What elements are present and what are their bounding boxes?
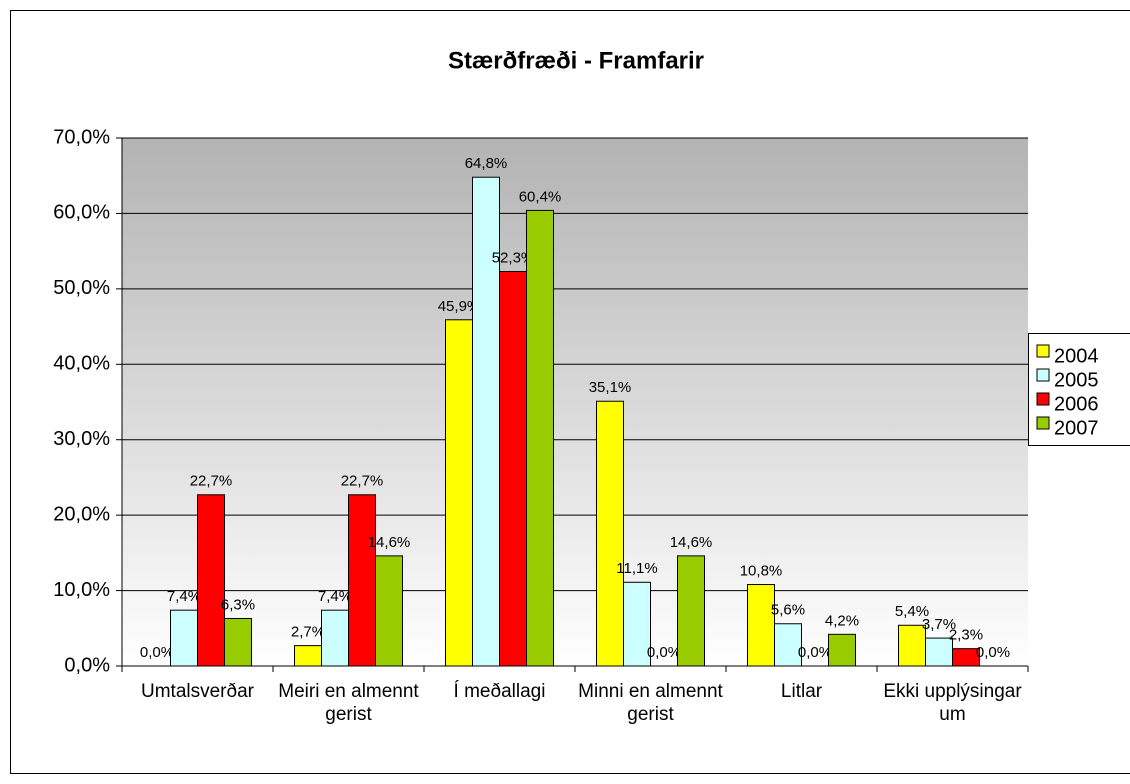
data-label: 5,6% [771, 602, 805, 619]
data-label: 5,4% [895, 603, 929, 620]
legend-swatch [1036, 368, 1050, 382]
plot-area [122, 138, 1028, 666]
bar [472, 176, 500, 667]
y-tick-label: 50,0% [53, 277, 110, 299]
y-tick-label: 20,0% [53, 503, 110, 525]
data-label: 2,3% [949, 627, 983, 644]
data-label: 11,1% [616, 560, 657, 577]
legend-label: 2006 [1054, 393, 1099, 415]
bar [747, 584, 775, 667]
data-label: 14,6% [670, 534, 713, 551]
legend-label: 2005 [1054, 369, 1099, 391]
data-label: 22,7% [190, 473, 233, 490]
legend-swatch [1036, 392, 1050, 406]
bar [774, 623, 802, 667]
legend-label: 2004 [1054, 345, 1099, 367]
bar [348, 494, 376, 667]
data-label: 60,4% [519, 188, 562, 205]
bar [197, 494, 225, 667]
legend-swatch [1036, 344, 1050, 358]
y-tick-label: 10,0% [53, 579, 110, 601]
data-label: 6,3% [221, 596, 255, 613]
x-tick-label: Meiri en almennt gerist [278, 681, 419, 725]
data-label: 7,4% [318, 588, 352, 605]
chart-title: Stærðfræði - Framfarir [448, 47, 704, 74]
data-label: 2,7% [291, 624, 325, 641]
data-label: 0,0% [798, 644, 832, 661]
x-tick-label: Í meðallagi [453, 681, 546, 702]
x-tick-label: Litlar [780, 681, 823, 702]
data-label: 3,7% [922, 616, 956, 633]
data-label: 22,7% [341, 473, 384, 490]
x-tick-label: Umtalsverðar [141, 681, 254, 702]
data-label: 35,1% [589, 379, 632, 396]
bar [170, 609, 198, 667]
data-label: 0,0% [647, 644, 681, 661]
y-tick-label: 40,0% [53, 353, 110, 375]
bar [375, 555, 403, 667]
data-label: 45,9% [438, 298, 481, 315]
legend-swatch [1036, 416, 1050, 430]
data-label: 52,3% [492, 249, 535, 266]
bar [898, 624, 926, 667]
data-label: 64,8% [465, 155, 508, 172]
bar [828, 633, 856, 667]
data-label: 7,4% [167, 588, 201, 605]
bar [321, 609, 349, 667]
data-label: 14,6% [368, 534, 411, 551]
bar [499, 271, 527, 667]
y-tick-label: 30,0% [53, 428, 110, 450]
data-label: 0,0% [976, 644, 1010, 661]
bar [526, 209, 554, 667]
bar [445, 319, 473, 667]
legend-label: 2007 [1054, 417, 1099, 439]
bar [677, 555, 705, 667]
y-tick-label: 70,0% [53, 126, 110, 148]
y-tick-label: 0,0% [64, 654, 110, 676]
data-label: 10,8% [740, 563, 783, 580]
data-label: 4,2% [825, 612, 859, 629]
bar [224, 617, 252, 667]
bar [294, 645, 322, 667]
data-label: 0,0% [140, 644, 174, 661]
y-tick-label: 60,0% [53, 202, 110, 224]
bar [596, 400, 624, 667]
x-tick-label: Minni en almennt gerist [578, 681, 723, 725]
x-tick-label: Ekki upplýsingar um [883, 681, 1022, 725]
bar [623, 581, 651, 667]
